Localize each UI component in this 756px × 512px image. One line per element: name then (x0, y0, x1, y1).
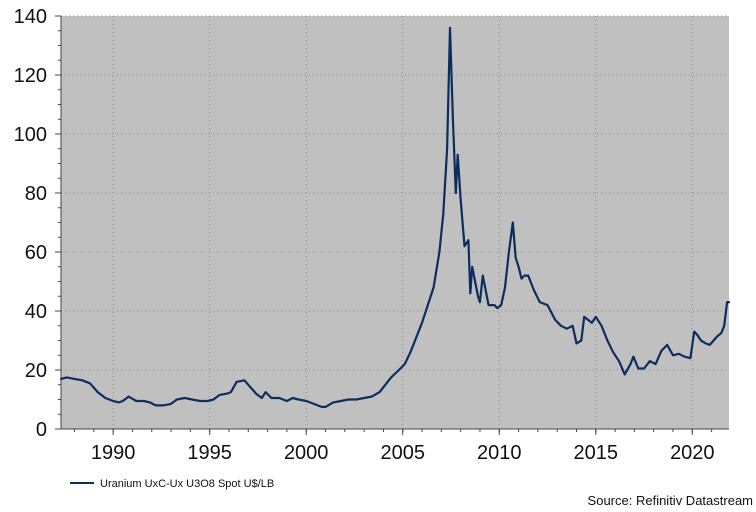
x-tick-label: 2010 (477, 442, 522, 464)
uranium-spot-price-line (59, 26, 731, 408)
legend: Uranium UxC-Ux U3O8 Spot U$/LB (70, 478, 274, 490)
y-tick-label: 0 (36, 419, 47, 441)
x-tick-label: 1995 (187, 442, 232, 464)
axes (55, 15, 729, 435)
x-tick-label: 1990 (91, 442, 136, 464)
y-tick-label: 60 (25, 242, 47, 264)
y-tick-label: 120 (14, 65, 47, 87)
x-tick-label: 2000 (284, 442, 329, 464)
x-tick-label: 2020 (670, 442, 715, 464)
y-tick-label: 20 (25, 360, 47, 382)
x-tick-label: 2015 (574, 442, 619, 464)
y-axis-tick-labels: 0 20 40 60 80 100 120 140 (14, 6, 47, 441)
x-tick-label: 2005 (380, 442, 425, 464)
y-tick-label: 40 (25, 301, 47, 323)
gridlines (61, 15, 729, 429)
y-tick-label: 140 (14, 6, 47, 28)
y-tick-label: 80 (25, 183, 47, 205)
y-tick-label: 100 (14, 124, 47, 146)
x-axis-tick-labels: 1990 1995 2000 2005 2010 2015 2020 (91, 442, 715, 464)
source-note: Source: Refinitiv Datastream (588, 493, 753, 508)
legend-label: Uranium UxC-Ux U3O8 Spot U$/LB (100, 478, 274, 490)
